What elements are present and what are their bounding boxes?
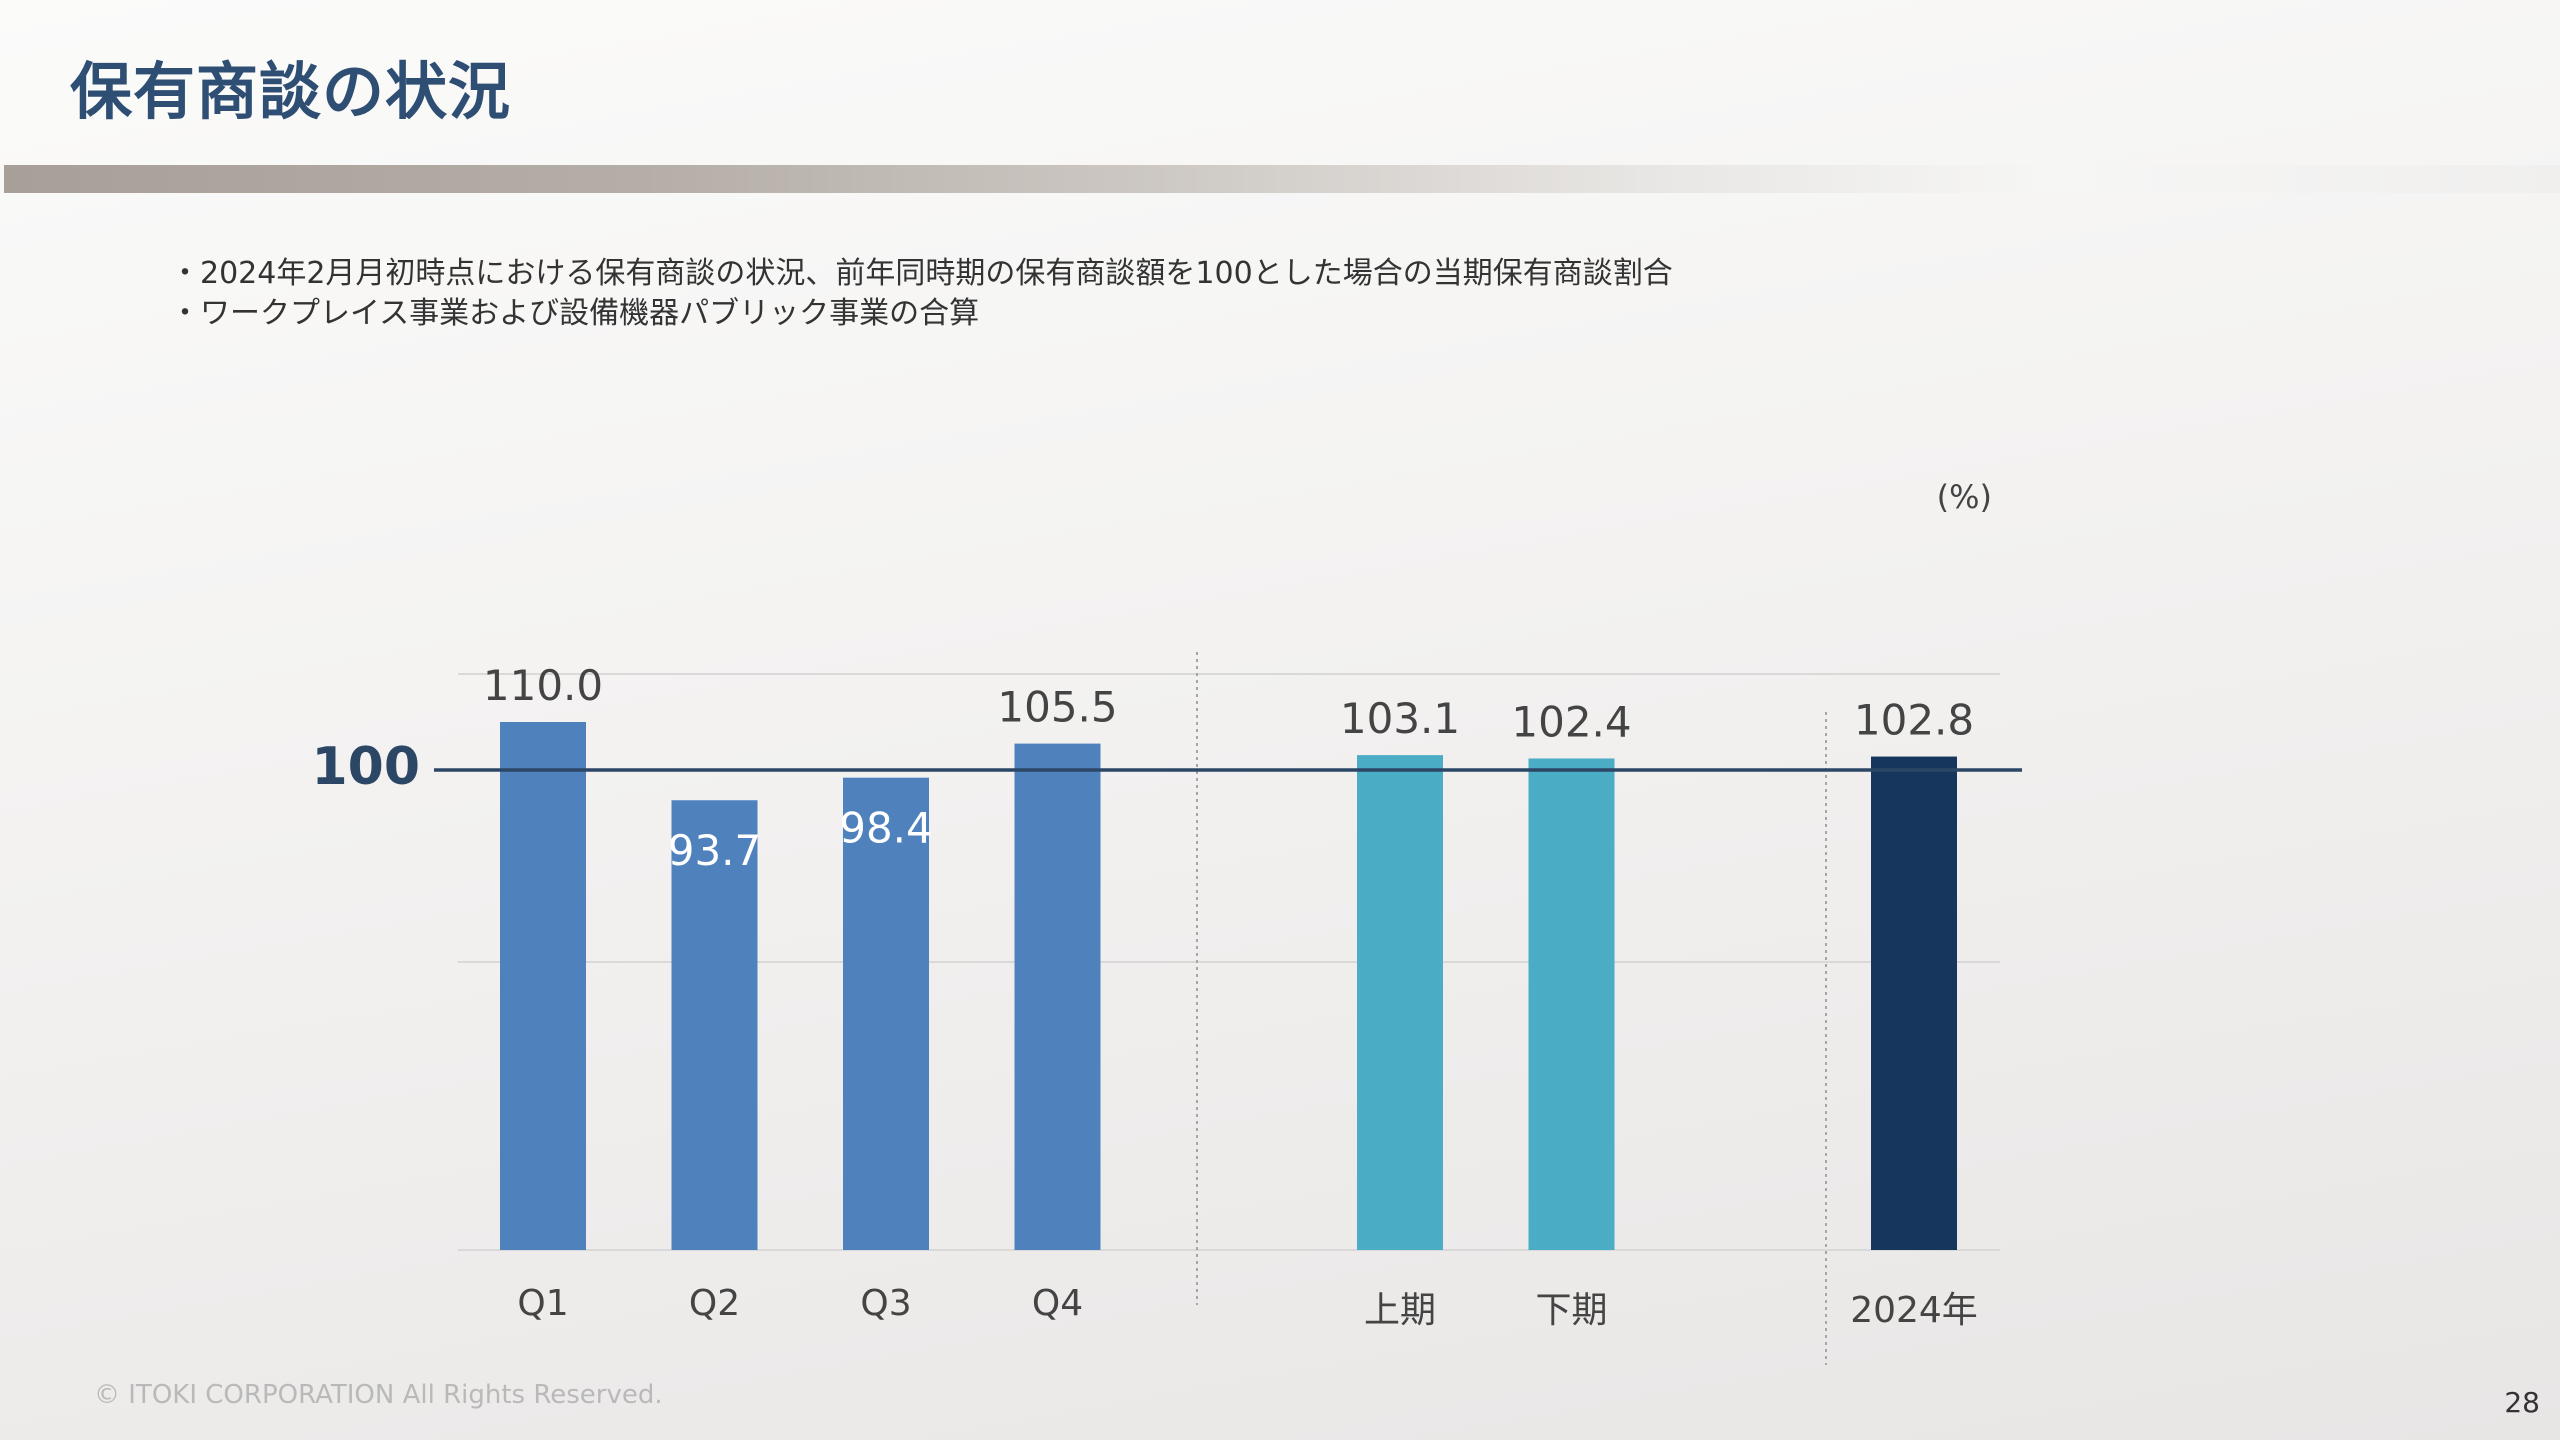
note-item: ワークプレイス事業および設備機器パブリック事業の合算 — [170, 294, 1673, 334]
bar-Q4 — [1014, 743, 1101, 1250]
bar-上期 — [1357, 755, 1443, 1250]
category-label: Q1 — [517, 1283, 568, 1324]
category-label: 下期 — [1535, 1290, 1607, 1331]
bar-Q2 — [671, 800, 758, 1250]
bar-Q3 — [843, 777, 929, 1250]
value-label: 93.7 — [668, 826, 762, 875]
value-label: 98.4 — [839, 804, 933, 853]
notes-list: 2024年2月月初時点における保有商談の状況、前年同時期の保有商談額を100とし… — [170, 254, 1673, 334]
value-label: 103.1 — [1340, 694, 1460, 743]
category-label: Q3 — [860, 1283, 911, 1324]
group-dividers — [1196, 652, 1827, 1365]
page-number: 28 — [2504, 1386, 2540, 1419]
value-label: 102.8 — [1854, 696, 1974, 745]
bar-2024年 — [1871, 756, 1957, 1250]
category-label: Q4 — [1032, 1283, 1083, 1324]
category-label: Q2 — [689, 1283, 740, 1324]
value-label: 105.5 — [997, 683, 1117, 732]
title-underline-bar — [4, 165, 2560, 193]
value-label: 110.0 — [483, 661, 603, 710]
category-label: 2024年 — [1850, 1290, 1978, 1331]
bar-Q1 — [500, 722, 586, 1250]
category-label: 上期 — [1364, 1290, 1436, 1331]
copyright-footer: © ITOKI CORPORATION All Rights Reserved. — [94, 1380, 663, 1410]
unit-label: (%) — [1937, 478, 1992, 516]
reference-line-label: 100 — [311, 737, 420, 797]
page-title: 保有商談の状況 — [70, 55, 512, 128]
value-label: 102.4 — [1511, 697, 1631, 746]
note-item: 2024年2月月初時点における保有商談の状況、前年同時期の保有商談額を100とし… — [170, 254, 1673, 294]
bar-下期 — [1528, 758, 1615, 1250]
bars — [500, 722, 1957, 1250]
labels: (%) 110.0 Q1 93.7 Q2 98.4 Q3 105.5 Q4 103.1 上期 102.… — [311, 478, 1992, 1331]
